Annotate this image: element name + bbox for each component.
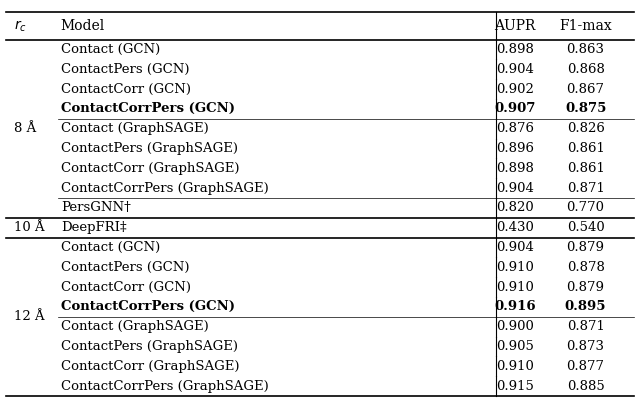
Text: 0.905: 0.905 (496, 340, 534, 353)
Text: 8 Å: 8 Å (14, 122, 36, 135)
Text: ContactCorr (GraphSAGE): ContactCorr (GraphSAGE) (61, 360, 239, 373)
Text: 0.877: 0.877 (566, 360, 605, 373)
Text: Contact (GraphSAGE): Contact (GraphSAGE) (61, 320, 209, 333)
Text: ContactCorr (GCN): ContactCorr (GCN) (61, 82, 191, 96)
Text: 0.861: 0.861 (566, 142, 605, 155)
Text: 0.898: 0.898 (496, 162, 534, 175)
Text: ContactCorr (GraphSAGE): ContactCorr (GraphSAGE) (61, 162, 239, 175)
Text: 0.871: 0.871 (566, 181, 605, 195)
Text: AUPR: AUPR (495, 19, 536, 33)
Text: 0.907: 0.907 (495, 102, 536, 116)
Text: 0.871: 0.871 (566, 320, 605, 333)
Text: 0.826: 0.826 (566, 122, 605, 135)
Text: 0.820: 0.820 (497, 201, 534, 215)
Text: 0.895: 0.895 (565, 300, 606, 314)
Text: 0.867: 0.867 (566, 82, 605, 96)
Text: ContactPers (GCN): ContactPers (GCN) (61, 63, 189, 76)
Text: ContactPers (GraphSAGE): ContactPers (GraphSAGE) (61, 340, 238, 353)
Text: $r_c$: $r_c$ (14, 18, 27, 34)
Text: Contact (GCN): Contact (GCN) (61, 43, 160, 56)
Text: 0.770: 0.770 (566, 201, 605, 215)
Text: Contact (GCN): Contact (GCN) (61, 241, 160, 254)
Text: 0.879: 0.879 (566, 280, 605, 294)
Text: 0.879: 0.879 (566, 241, 605, 254)
Text: PersGNN†: PersGNN† (61, 201, 131, 215)
Text: ContactCorrPers (GCN): ContactCorrPers (GCN) (61, 300, 235, 314)
Text: ContactPers (GraphSAGE): ContactPers (GraphSAGE) (61, 142, 238, 155)
Text: 0.861: 0.861 (566, 162, 605, 175)
Text: ContactPers (GCN): ContactPers (GCN) (61, 261, 189, 274)
Text: ContactCorrPers (GCN): ContactCorrPers (GCN) (61, 102, 235, 116)
Text: ContactCorrPers (GraphSAGE): ContactCorrPers (GraphSAGE) (61, 379, 269, 393)
Text: 0.863: 0.863 (566, 43, 605, 56)
Text: 0.898: 0.898 (496, 43, 534, 56)
Text: 0.910: 0.910 (496, 280, 534, 294)
Text: ContactCorr (GCN): ContactCorr (GCN) (61, 280, 191, 294)
Text: 0.900: 0.900 (496, 320, 534, 333)
Text: 0.875: 0.875 (565, 102, 606, 116)
Text: 0.885: 0.885 (567, 379, 604, 393)
Text: 0.878: 0.878 (566, 261, 605, 274)
Text: 0.430: 0.430 (496, 221, 534, 234)
Text: 10 Å: 10 Å (14, 221, 45, 234)
Text: 0.915: 0.915 (496, 379, 534, 393)
Text: 0.904: 0.904 (496, 63, 534, 76)
Text: 0.876: 0.876 (496, 122, 534, 135)
Text: F1-max: F1-max (559, 19, 612, 33)
Text: ContactCorrPers (GraphSAGE): ContactCorrPers (GraphSAGE) (61, 181, 269, 195)
Text: 0.868: 0.868 (566, 63, 605, 76)
Text: 0.902: 0.902 (496, 82, 534, 96)
Text: 0.540: 0.540 (567, 221, 604, 234)
Text: 0.904: 0.904 (496, 241, 534, 254)
Text: 0.873: 0.873 (566, 340, 605, 353)
Text: Model: Model (61, 19, 105, 33)
Text: 0.916: 0.916 (494, 300, 536, 314)
Text: DeepFRI‡: DeepFRI‡ (61, 221, 127, 234)
Text: 0.910: 0.910 (496, 360, 534, 373)
Text: 12 Å: 12 Å (14, 310, 45, 323)
Text: 0.896: 0.896 (496, 142, 534, 155)
Text: 0.910: 0.910 (496, 261, 534, 274)
Text: Contact (GraphSAGE): Contact (GraphSAGE) (61, 122, 209, 135)
Text: 0.904: 0.904 (496, 181, 534, 195)
